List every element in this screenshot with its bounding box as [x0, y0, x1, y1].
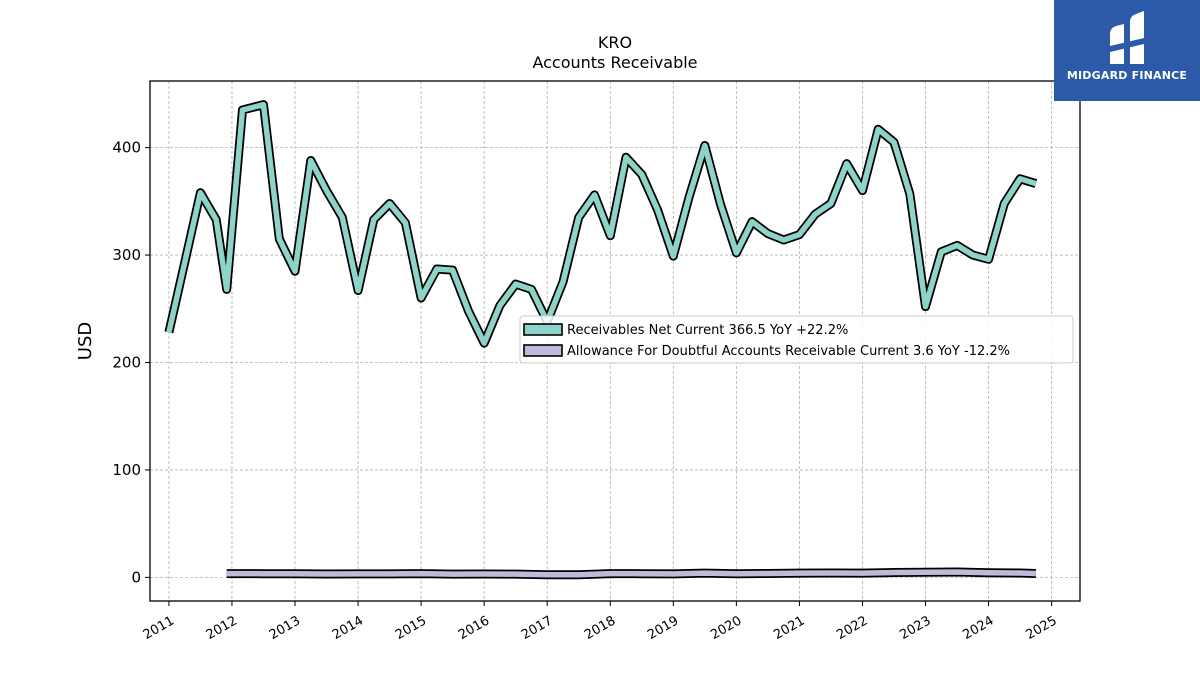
series-stroke [226, 569, 1036, 578]
x-tick-label: 2014 [330, 613, 366, 643]
x-tick-label: 2021 [771, 613, 807, 643]
x-tick-label: 2012 [204, 613, 240, 643]
plot-frame [149, 80, 1081, 602]
y-axis-label: USD [75, 322, 96, 360]
x-tick-label: 2013 [267, 613, 303, 643]
chart-subtitle: Accounts Receivable [532, 53, 697, 72]
x-tick-label: 2011 [141, 613, 177, 643]
x-tick-label: 2025 [1023, 613, 1059, 643]
legend-entry: Allowance For Doubtful Accounts Receivab… [567, 344, 1010, 359]
x-tick-label: 2018 [582, 613, 618, 643]
series-1-line [226, 567, 1037, 580]
series-lines [164, 100, 1038, 580]
series-0-line [164, 100, 1038, 348]
x-tick-label: 2023 [897, 613, 933, 643]
legend: Receivables Net Current 366.5 YoY +22.2%… [519, 315, 1074, 364]
y-tick-label: 0 [131, 568, 141, 586]
y-tick-label: 400 [112, 139, 141, 157]
y-tick-label: 300 [112, 246, 141, 264]
x-tick-label: 2020 [708, 613, 744, 643]
brand-name: MIDGARD FINANCE [1066, 69, 1188, 82]
y-tick-label: 200 [112, 353, 141, 371]
x-tick-label: 2019 [645, 613, 681, 643]
x-tick-label: 2024 [960, 613, 996, 643]
legend-box [519, 315, 1074, 364]
x-tick-label: 2017 [519, 613, 555, 643]
x-tick-label: 2022 [834, 613, 870, 643]
brand-logo: MIDGARD FINANCE [1054, 0, 1200, 101]
chart-title: KRO [598, 33, 632, 52]
series-outline [164, 100, 1038, 348]
legend-swatch [523, 323, 563, 336]
x-tick-label: 2015 [393, 613, 429, 643]
y-tick-label: 100 [112, 461, 141, 479]
series-stroke [166, 101, 1037, 346]
midgard-logo-icon [1110, 11, 1144, 64]
x-tick-label: 2016 [456, 613, 492, 643]
legend-swatch [523, 344, 563, 357]
legend-entry: Receivables Net Current 366.5 YoY +22.2% [567, 323, 848, 338]
